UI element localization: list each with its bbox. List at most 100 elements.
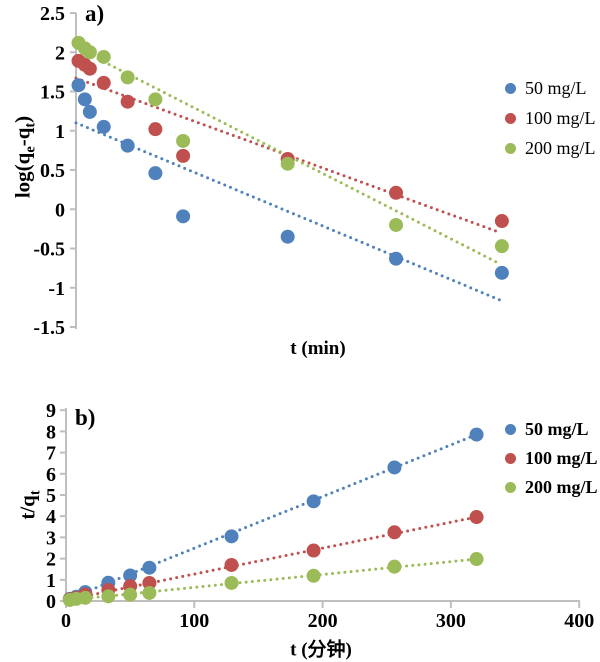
data-point bbox=[82, 45, 97, 60]
trend-line bbox=[74, 121, 503, 302]
legend-item: 200 mg/L bbox=[505, 473, 598, 502]
x-tick-label: 100 bbox=[179, 610, 209, 632]
y-tick-label: 2.5 bbox=[40, 3, 65, 25]
y-tick-label: -0.5 bbox=[33, 239, 65, 261]
y-tick-label: 0.5 bbox=[40, 160, 65, 182]
data-point bbox=[142, 560, 157, 575]
y-axis-title-text: t bbox=[27, 490, 44, 496]
data-point bbox=[101, 589, 116, 604]
y-tick-label: -1 bbox=[48, 278, 65, 300]
data-point bbox=[469, 427, 484, 442]
data-point bbox=[123, 587, 138, 602]
data-point bbox=[387, 460, 402, 475]
legend-marker-icon bbox=[505, 142, 516, 154]
y-tick-label: 9 bbox=[46, 400, 56, 422]
legend-label: 50 mg/L bbox=[525, 419, 589, 439]
y-axis-title-text: t bbox=[22, 122, 39, 128]
data-point bbox=[77, 92, 92, 107]
data-point bbox=[148, 166, 163, 181]
data-point bbox=[389, 251, 404, 266]
data-point bbox=[387, 525, 402, 540]
chart-a-panel-label: a) bbox=[85, 1, 105, 26]
data-point bbox=[469, 510, 484, 525]
legend-marker-icon bbox=[505, 82, 516, 94]
data-point bbox=[224, 575, 239, 590]
data-point bbox=[280, 229, 295, 244]
legend-item: 100 mg/L bbox=[505, 103, 596, 133]
chart-a-y-axis-title: log(qe-qt) bbox=[10, 116, 39, 198]
y-tick-label: 7 bbox=[46, 443, 56, 465]
data-point bbox=[494, 265, 509, 280]
legend-item: 100 mg/L bbox=[505, 444, 598, 473]
y-tick-label: 1 bbox=[55, 121, 65, 143]
data-point bbox=[123, 568, 138, 583]
trend-line bbox=[74, 76, 503, 235]
legend-item: 200 mg/L bbox=[505, 133, 596, 163]
y-axis-title-text: ) bbox=[10, 115, 35, 123]
data-point bbox=[148, 122, 163, 137]
data-point bbox=[469, 552, 484, 567]
data-point bbox=[78, 590, 93, 605]
y-tick-label: 4 bbox=[46, 506, 56, 528]
y-tick-label: 6 bbox=[46, 464, 56, 486]
data-point bbox=[494, 214, 509, 229]
data-point bbox=[387, 559, 402, 574]
y-tick-label: 2 bbox=[55, 42, 65, 64]
y-axis-title-text: log(q bbox=[10, 152, 35, 199]
legend-marker-icon bbox=[505, 424, 516, 435]
data-point bbox=[96, 75, 111, 90]
chart-b-legend: 50 mg/L 100 mg/L 200 mg/L bbox=[505, 415, 598, 502]
data-point bbox=[389, 217, 404, 232]
y-tick-label: 1 bbox=[46, 570, 56, 592]
y-tick-label: 0 bbox=[46, 591, 56, 613]
legend-label: 100 mg/L bbox=[525, 448, 598, 468]
data-point bbox=[82, 104, 97, 119]
data-point bbox=[142, 585, 157, 600]
y-axis-title-text: -q bbox=[10, 127, 35, 147]
y-tick-label: -1.5 bbox=[33, 317, 65, 339]
legend-label: 100 mg/L bbox=[525, 107, 596, 128]
x-tick-label: 300 bbox=[436, 610, 466, 632]
y-tick-label: 5 bbox=[46, 485, 56, 507]
data-point bbox=[306, 568, 321, 583]
trend-line bbox=[74, 46, 503, 266]
data-point bbox=[176, 133, 191, 148]
data-point bbox=[120, 138, 135, 153]
x-tick-label: 200 bbox=[308, 610, 338, 632]
legend-item: 50 mg/L bbox=[505, 415, 598, 444]
legend-marker-icon bbox=[505, 453, 516, 464]
legend-item: 50 mg/L bbox=[505, 73, 596, 103]
data-point bbox=[176, 148, 191, 163]
chart-a-x-axis-title: t (min) bbox=[290, 338, 346, 359]
data-point bbox=[120, 70, 135, 85]
legend-label: 200 mg/L bbox=[525, 137, 596, 158]
data-point bbox=[224, 557, 239, 572]
data-point bbox=[306, 494, 321, 509]
y-tick-label: 3 bbox=[46, 527, 56, 549]
chart-b-y-axis-title: t/qt bbox=[15, 490, 44, 519]
data-point bbox=[96, 119, 111, 134]
chart-a-plot-area: 2.5 2 1.5 1 0.5 0 -0.5 -1 -1.5 bbox=[33, 3, 509, 339]
y-axis-title-text: e bbox=[22, 146, 39, 153]
data-point bbox=[82, 61, 97, 76]
legend-label: 50 mg/L bbox=[525, 77, 587, 98]
data-point bbox=[96, 49, 111, 64]
data-point bbox=[142, 575, 157, 590]
data-point bbox=[306, 543, 321, 558]
chart-a-legend: 50 mg/L 100 mg/L 200 mg/L bbox=[505, 73, 596, 163]
data-point bbox=[176, 209, 191, 224]
data-point bbox=[494, 239, 509, 254]
chart-b-panel-label: b) bbox=[75, 405, 96, 430]
data-point bbox=[148, 92, 163, 107]
y-tick-label: 0 bbox=[55, 199, 65, 221]
x-tick-label: 400 bbox=[564, 610, 594, 632]
y-axis-title-text: t/q bbox=[15, 495, 40, 520]
data-point bbox=[280, 156, 295, 171]
y-tick-label: 1.5 bbox=[40, 82, 65, 104]
legend-marker-icon bbox=[505, 112, 516, 124]
data-point bbox=[389, 185, 404, 200]
data-point bbox=[224, 529, 239, 544]
y-tick-label: 8 bbox=[46, 421, 56, 443]
